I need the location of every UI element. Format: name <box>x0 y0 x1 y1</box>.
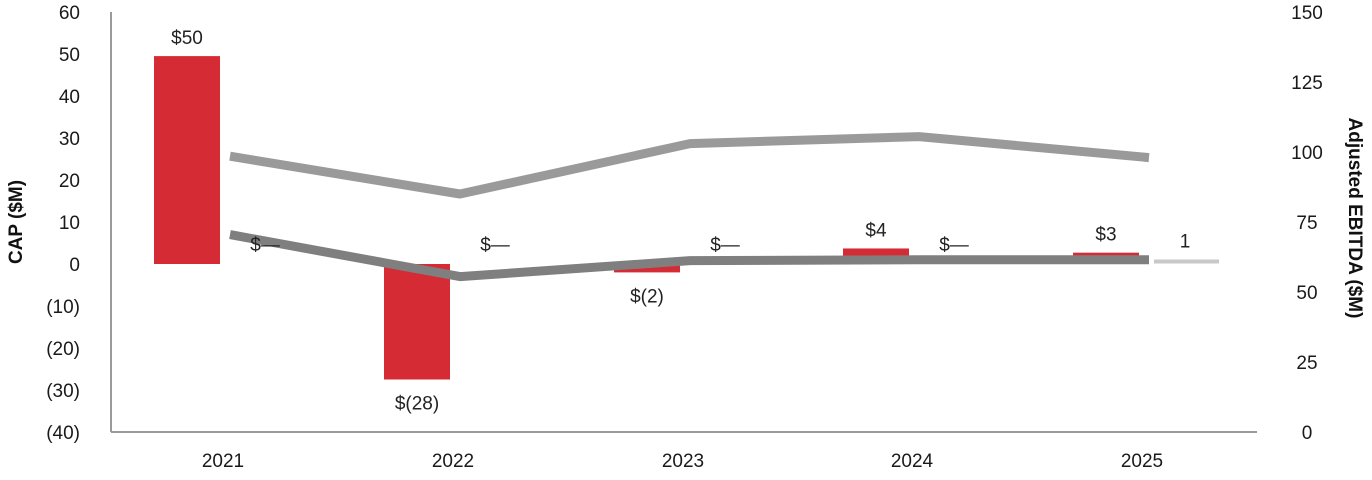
bar-series <box>154 56 1139 380</box>
left-tick-label: 50 <box>59 45 80 66</box>
right-tick-label: 50 <box>1296 283 1317 304</box>
bar <box>614 264 680 273</box>
right-tick-label: 125 <box>1291 73 1323 94</box>
bar-data-label: $3 <box>1095 225 1116 246</box>
left-tick-label: 60 <box>59 3 80 24</box>
left-tick-label: 40 <box>59 87 80 108</box>
right-tick-label: 25 <box>1296 353 1317 374</box>
extra-data-labels: $— $— $— $— <box>250 235 969 256</box>
x-tick-label: 2023 <box>662 451 704 472</box>
extra-data-label: $— <box>710 235 740 256</box>
right-axis-ticks: 150 125 100 75 50 25 0 <box>1291 3 1323 444</box>
left-tick-label: 0 <box>69 255 80 276</box>
x-tick-label: 2024 <box>891 451 934 472</box>
extra-data-label: $— <box>480 235 510 256</box>
bar-data-label: $(2) <box>630 286 664 307</box>
left-axis-ticks: 60 50 40 30 20 10 0 (10) (20) (30) (40) <box>46 3 80 444</box>
left-tick-label: (10) <box>46 297 80 318</box>
left-tick-label: 20 <box>59 171 80 192</box>
left-tick-label: 30 <box>59 129 80 150</box>
bar-data-labels: $50 $(28) $(2) $4 $3 <box>171 28 1116 414</box>
line-series-path <box>229 132 1150 199</box>
right-tick-label: 0 <box>1302 423 1313 444</box>
bar <box>154 56 220 264</box>
line-series: 1 <box>229 132 1219 282</box>
bar-data-label: $4 <box>865 220 887 241</box>
bar-data-label: $(28) <box>395 394 439 415</box>
extra-data-label: $— <box>939 235 969 256</box>
left-tick-label: 10 <box>59 213 80 234</box>
right-tick-label: 75 <box>1296 213 1317 234</box>
left-axis-title: CAP ($M) <box>6 180 27 264</box>
x-axis-ticks: 2021 2022 2023 2024 2025 <box>202 451 1163 472</box>
x-tick-label: 2022 <box>432 451 474 472</box>
bar <box>384 264 450 380</box>
small-series-label: 1 <box>1180 231 1191 252</box>
left-tick-label: (40) <box>46 423 80 444</box>
right-tick-label: 150 <box>1291 3 1323 24</box>
left-tick-label: (30) <box>46 381 80 402</box>
right-axis-title: Adjusted EBITDA ($M) <box>1344 118 1365 319</box>
bar-data-label: $50 <box>171 28 203 49</box>
line-series-path <box>229 230 1149 282</box>
left-tick-label: (20) <box>46 339 80 360</box>
x-tick-label: 2021 <box>202 451 244 472</box>
right-tick-label: 100 <box>1291 143 1323 164</box>
extra-data-label: $— <box>250 235 280 256</box>
x-tick-label: 2025 <box>1121 451 1163 472</box>
